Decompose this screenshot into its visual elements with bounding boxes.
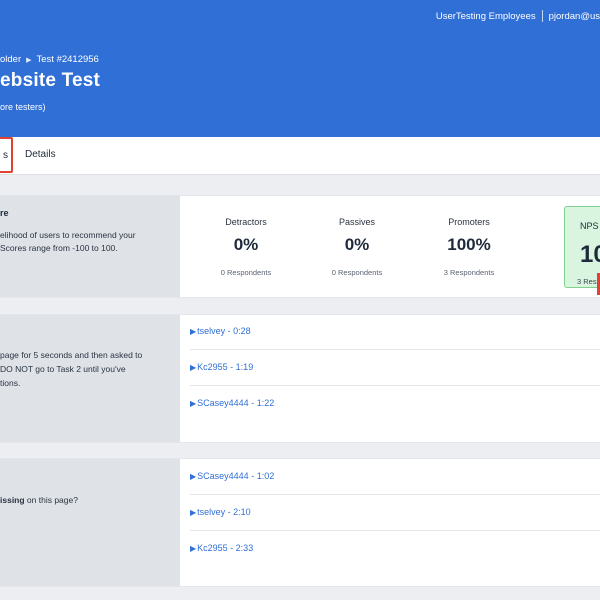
- row-divider: [190, 385, 600, 386]
- video-label: Kc2955 - 2:33: [197, 543, 254, 553]
- task-description-panel: issing on this page?: [0, 459, 180, 586]
- tab-metrics[interactable]: s: [0, 137, 13, 173]
- user-menu[interactable]: pjordan@us: [548, 10, 600, 22]
- video-label: Kc2955 - 1:19: [197, 362, 254, 372]
- account-bar: UserTesting Employees pjordan@us: [436, 10, 600, 22]
- card-description: Scores range from -100 to 100.: [0, 243, 118, 253]
- video-link[interactable]: ▶SCasey4444 - 1:02: [190, 471, 600, 481]
- nps-card: re elihood of users to recommend your Sc…: [0, 195, 600, 298]
- tab-details[interactable]: Details: [25, 149, 56, 160]
- metric-value: 0%: [344, 235, 370, 254]
- play-icon: ▶: [190, 508, 197, 517]
- org-switcher[interactable]: UserTesting Employees: [435, 10, 536, 22]
- card-heading: re: [0, 208, 9, 218]
- card-description-panel: re elihood of users to recommend your Sc…: [0, 196, 180, 297]
- breadcrumb-test[interactable]: Test #2412956: [36, 54, 99, 65]
- row-divider: [190, 349, 600, 350]
- video-label: SCasey4444 - 1:22: [197, 398, 275, 408]
- task-card-1: page for 5 seconds and then asked to DO …: [0, 314, 600, 443]
- highlight-marker: [597, 273, 600, 295]
- metric-respondents: 3 Respondents: [443, 268, 495, 277]
- breadcrumb: older ▶ Test #2412956: [0, 54, 99, 65]
- breadcrumb-folder[interactable]: older: [0, 54, 22, 65]
- metric-respondents: 0 Respondents: [220, 268, 272, 277]
- nps-label: NPS: [580, 221, 599, 231]
- video-link[interactable]: ▶Kc2955 - 1:19: [190, 362, 600, 372]
- question-emphasis: issing: [0, 495, 25, 505]
- nps-respondents: 3 Resp: [577, 277, 600, 286]
- task-description-panel: page for 5 seconds and then asked to DO …: [0, 315, 180, 442]
- play-icon: ▶: [190, 363, 197, 372]
- question-text: on this page?: [24, 495, 78, 505]
- row-divider: [190, 494, 600, 495]
- video-link[interactable]: ▶SCasey4444 - 1:22: [190, 398, 600, 408]
- play-icon: ▶: [190, 472, 197, 481]
- video-label: SCasey4444 - 1:02: [197, 471, 275, 481]
- page-title: ebsite Test: [0, 70, 101, 91]
- play-icon: ▶: [190, 544, 197, 553]
- video-link[interactable]: ▶Kc2955 - 2:33: [190, 543, 600, 553]
- passives-metric: Passives 0% 0 Respondents: [312, 217, 402, 277]
- chevron-right-icon: ▶: [26, 56, 32, 64]
- divider: [541, 10, 543, 22]
- video-link[interactable]: ▶tselvey - 0:28: [190, 326, 600, 336]
- task-description: tions.: [0, 378, 21, 388]
- metric-value: 100%: [447, 235, 491, 254]
- metric-label: Passives: [338, 217, 375, 227]
- video-label: tselvey - 2:10: [197, 507, 251, 517]
- tab-label: s: [3, 149, 8, 161]
- page-subtitle: ore testers): [0, 102, 46, 112]
- video-label: tselvey - 0:28: [197, 326, 251, 336]
- tab-bar: s Details: [0, 137, 600, 175]
- metric-value: 0%: [233, 235, 259, 254]
- task-question: issing on this page?: [0, 494, 78, 508]
- detractors-metric: Detractors 0% 0 Respondents: [201, 217, 291, 277]
- card-description: elihood of users to recommend your: [0, 230, 136, 240]
- task-description: page for 5 seconds and then asked to: [0, 350, 143, 360]
- test-header: UserTesting Employees pjordan@us older ▶…: [0, 0, 600, 137]
- video-link[interactable]: ▶tselvey - 2:10: [190, 507, 600, 517]
- promoters-metric: Promoters 100% 3 Respondents: [424, 217, 514, 277]
- play-icon: ▶: [190, 327, 197, 336]
- metric-respondents: 0 Respondents: [331, 268, 383, 277]
- metric-label: Detractors: [225, 217, 267, 227]
- row-divider: [190, 530, 600, 531]
- nps-score-box: NPS 10 3 Resp: [564, 206, 600, 288]
- metric-label: Promoters: [448, 217, 490, 227]
- play-icon: ▶: [190, 399, 197, 408]
- task-card-2: issing on this page? ▶SCasey4444 - 1:02 …: [0, 458, 600, 587]
- nps-value: 10: [580, 241, 600, 268]
- task-description: DO NOT go to Task 2 until you've: [0, 364, 126, 374]
